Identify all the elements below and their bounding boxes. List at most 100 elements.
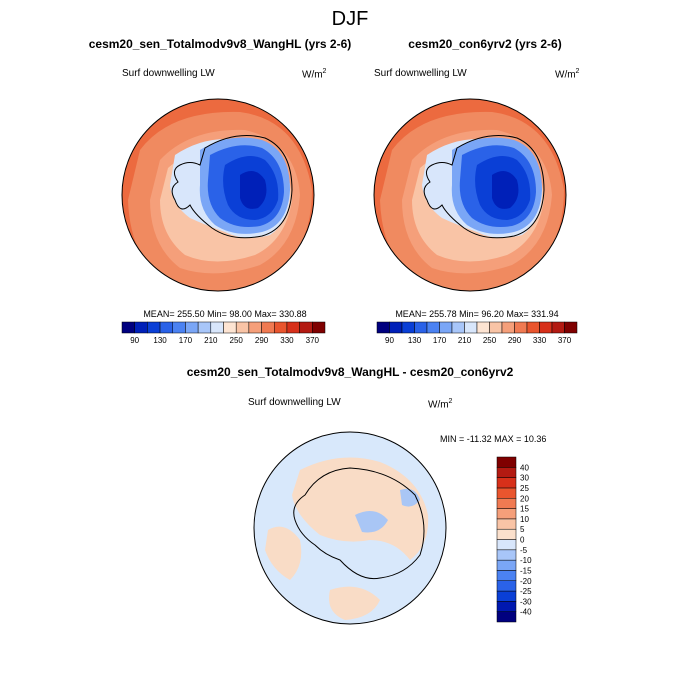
panel1-map	[121, 98, 315, 292]
panel3-title: cesm20_sen_Totalmodv9v8_WangHL - cesm20_…	[186, 365, 514, 379]
panel1-colorbar-box	[121, 321, 135, 334]
panel2-colorbar-box	[426, 321, 440, 334]
panel2-colorbar-box	[551, 321, 565, 334]
panel3-variable-label: Surf downwelling LW	[248, 397, 341, 408]
panel3-colorbar-tick-label: 10	[520, 515, 529, 524]
panel1-colorbar-box	[210, 321, 224, 334]
panel1-colorbar-box	[274, 321, 288, 334]
panel1-colorbar-box	[185, 321, 199, 334]
panel2-colorbar-tick-label: 370	[558, 336, 572, 345]
panel3-colorbar-box	[496, 477, 517, 489]
panel3-colorbar-tick-label: -20	[520, 577, 532, 586]
panel1-colorbar-box	[235, 321, 250, 334]
panel1-colorbar-box	[286, 321, 300, 334]
panel1-stats: MEAN= 255.50 Min= 98.00 Max= 330.88	[143, 309, 307, 319]
panel3-colorbar-tick-label: -5	[520, 546, 528, 555]
panel2-colorbar-box	[376, 321, 390, 334]
panel3-colorbar-tick-label: 40	[520, 463, 529, 472]
panel1-colorbar-box	[134, 321, 148, 334]
panel1-variable-label: Surf downwelling LW	[122, 68, 215, 79]
panel3-negative-2	[400, 488, 420, 507]
panel3-colorbar-tick-label: -15	[520, 566, 532, 575]
panel3-map	[253, 431, 447, 625]
panel3-colorbar-box	[496, 508, 517, 520]
panel3-colorbar-box	[496, 570, 517, 581]
panel3-colorbar-tick-label: -25	[520, 587, 532, 596]
panel3-colorbar-tick-label: 5	[520, 525, 525, 534]
panel1-colorbar-box	[159, 321, 173, 334]
panel2-colorbar-tick-label: 210	[458, 336, 472, 345]
panel2-colorbar-box	[389, 321, 403, 334]
panel1-colorbar-tick-label: 130	[153, 336, 167, 345]
panel3-colorbar-box	[496, 528, 517, 540]
panel2-colorbar-box	[526, 321, 540, 334]
panel1-colorbar: 90 130 170 210 250 290 330 370	[121, 321, 326, 345]
panel3-map-border	[253, 431, 447, 625]
panel2-colorbar-box	[451, 321, 465, 334]
panel2-colorbar-box	[464, 321, 478, 334]
panel1-colorbar-box	[299, 321, 313, 334]
panel2-colorbar-tick-label: 290	[508, 336, 522, 345]
panel3-positive-2	[265, 526, 302, 580]
panel2-map	[373, 98, 567, 292]
panel3-stats: MIN = -11.32 MAX = 10.36	[440, 434, 547, 444]
panel2-colorbar-box	[539, 321, 553, 334]
panel3-colorbar-box	[496, 518, 517, 530]
panel2-colorbar-box	[501, 321, 515, 334]
panel2-colorbar-box	[564, 321, 578, 334]
panel1-colorbar-tick-label: 290	[255, 336, 269, 345]
panel1-colorbar-box	[172, 321, 186, 334]
panel3-negative-1	[355, 511, 388, 533]
panel1-colorbar-tick-label: 170	[179, 336, 193, 345]
figure-title: DJF	[331, 8, 369, 30]
panel1-colorbar-tick-label: 250	[230, 336, 244, 345]
panel1-colorbar-box	[312, 321, 326, 334]
panel3-colorbar-box	[496, 487, 517, 499]
panel1-coastline	[171, 135, 293, 239]
panel3-colorbar-tick-label: -30	[520, 597, 532, 606]
panel2-colorbar-box	[414, 321, 428, 334]
panel3-colorbar-box	[496, 601, 517, 612]
panel2-stats: MEAN= 255.78 Min= 96.20 Max= 331.94	[395, 309, 559, 319]
panel2-land-deep	[492, 171, 519, 209]
panel3-colorbar-tick-label: -10	[520, 556, 532, 565]
panel1-colorbar-box	[248, 321, 262, 334]
panel3-colorbar-tick-label: 25	[520, 484, 529, 493]
panel2-colorbar-tick-label: 90	[385, 336, 394, 345]
panel3-colorbar-box	[496, 456, 517, 468]
panel2-units: W/m2	[555, 68, 580, 81]
panel3-colorbar-box	[496, 611, 517, 623]
panel3-units: W/m2	[428, 398, 453, 411]
panel2-colorbar-tick-label: 130	[408, 336, 422, 345]
panel1-map-border	[121, 98, 315, 292]
panel3-colorbar-box	[496, 580, 517, 592]
panel1-colorbar-box	[261, 321, 275, 334]
panel1-colorbar-tick-label: 370	[306, 336, 320, 345]
panel2-variable-label: Surf downwelling LW	[374, 68, 467, 79]
panel3-coastline	[293, 467, 425, 580]
panel2-colorbar-box	[476, 321, 490, 334]
panel2-colorbar-box	[489, 321, 503, 334]
panel3-colorbar-box	[496, 559, 517, 571]
panel2-colorbar-tick-label: 170	[433, 336, 447, 345]
panel3-colorbar-box	[496, 549, 517, 561]
panel3-colorbar-tick-label: 20	[520, 494, 529, 503]
panel1-colorbar-tick-label: 210	[204, 336, 218, 345]
panel1-land-deep	[240, 171, 267, 209]
panel3-colorbar-tick-label: 0	[520, 536, 525, 545]
panel3-colorbar-box	[496, 467, 517, 478]
panel3-colorbar-tick-label: -40	[520, 608, 532, 617]
panel1-colorbar-box	[147, 321, 161, 334]
panel1-colorbar-tick-label: 90	[130, 336, 139, 345]
panel2-colorbar-box	[514, 321, 528, 334]
panel2-map-border	[373, 98, 567, 292]
panel2-colorbar-tick-label: 250	[483, 336, 497, 345]
panel1-colorbar-box	[223, 321, 237, 334]
panel2-coastline	[423, 135, 545, 239]
panel2-colorbar: 90 130 170 210 250 290 330 370	[376, 321, 578, 345]
panel1-units: W/m2	[302, 68, 327, 81]
panel3-positive-3	[329, 586, 380, 620]
panel2-colorbar-box	[439, 321, 453, 334]
panel3-colorbar-box	[496, 498, 517, 509]
